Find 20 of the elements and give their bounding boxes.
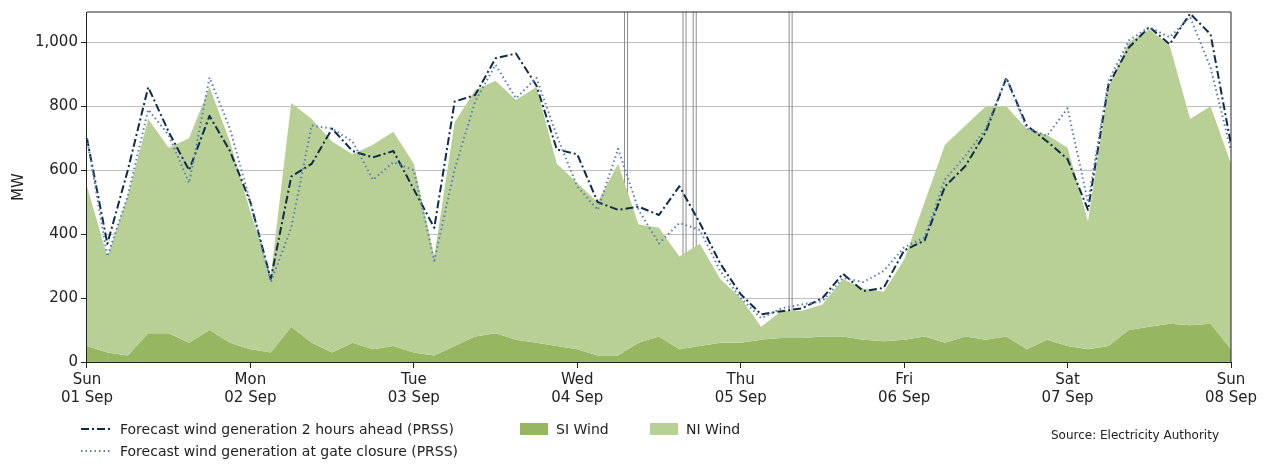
legend-label: NI Wind	[686, 421, 741, 437]
y-tick-label: 200	[49, 287, 78, 306]
x-tick-label: Fri 06 Sep	[878, 369, 931, 406]
legend-label: Forecast wind generation at gate closure (PRSS)	[120, 443, 459, 459]
y-tick-label: 1,000	[34, 32, 78, 51]
x-tick-label: Tue 03 Sep	[387, 369, 440, 406]
legend-label: SI Wind	[556, 421, 609, 437]
x-tick-label: Thu 05 Sep	[714, 369, 767, 406]
source-note: Source: Electricity Authority	[1050, 428, 1219, 442]
x-tick-label: Wed 04 Sep	[551, 369, 604, 406]
x-tick-label: Sat 07 Sep	[1041, 369, 1094, 406]
y-tick-label: 400	[49, 224, 78, 243]
x-tick-label: Sun 01 Sep	[60, 369, 114, 406]
legend-label: Forecast wind generation 2 hours ahead (PRSS)	[120, 421, 454, 437]
y-tick-label: 0	[68, 351, 78, 370]
x-tick-label: Sun 08 Sep	[1204, 369, 1258, 406]
x-tick-label: Mon 02 Sep	[224, 369, 277, 406]
y-tick-label: 600	[49, 160, 78, 179]
y-tick-label: 800	[49, 96, 78, 115]
y-axis-title: MW	[8, 172, 27, 201]
